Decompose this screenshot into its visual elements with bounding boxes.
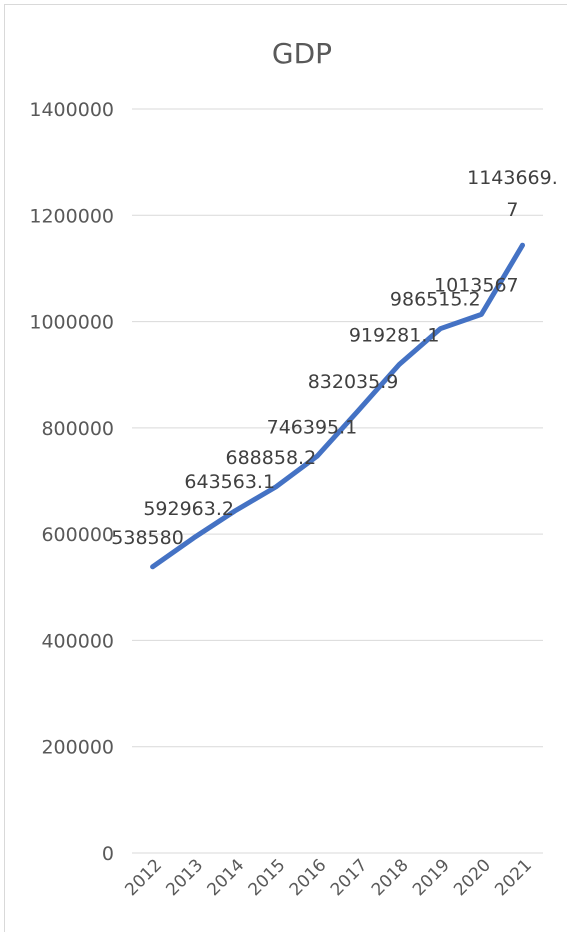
chart-title: GDP <box>272 37 332 70</box>
x-tick-label: 2013 <box>162 855 207 900</box>
series-line-gdp <box>150 242 525 570</box>
y-tick-label: 1400000 <box>29 99 114 121</box>
data-label: 538580 <box>111 527 184 549</box>
x-tick-label: 2019 <box>409 855 454 900</box>
y-tick-label: 0 <box>102 843 114 865</box>
data-label: 986515.2 <box>390 289 481 311</box>
data-label: 688858.2 <box>226 447 317 469</box>
x-tick-label: 2020 <box>450 855 495 900</box>
data-label: 919281.1 <box>349 324 440 346</box>
x-tick-label: 2014 <box>204 855 249 900</box>
y-axis-ticks: 0 200000 400000 600000 800000 1000000 1200000 1… <box>29 99 114 865</box>
x-tick-label: 2017 <box>327 855 372 900</box>
y-tick-label: 1200000 <box>29 205 114 227</box>
data-label: 832035.9 <box>308 371 399 393</box>
gridlines <box>132 108 543 854</box>
y-tick-label: 400000 <box>41 630 114 652</box>
series-layer <box>150 242 525 570</box>
x-tick-label: 2018 <box>368 855 413 900</box>
x-tick-label: 2016 <box>286 855 331 900</box>
y-tick-label: 1000000 <box>29 312 114 334</box>
data-label: 643563.1 <box>184 471 275 493</box>
chart-frame <box>4 4 567 932</box>
data-label: 1013567 <box>434 274 519 296</box>
y-tick-label: 600000 <box>41 524 114 546</box>
y-tick-label: 800000 <box>41 418 114 440</box>
x-tick-label: 2021 <box>491 855 536 900</box>
x-tick-label: 2012 <box>121 855 166 900</box>
data-label: 1143669. 7 <box>467 167 558 221</box>
x-tick-label: 2015 <box>245 855 290 900</box>
data-label: 592963.2 <box>143 498 234 520</box>
y-tick-label: 200000 <box>41 737 114 759</box>
data-label: 746395.1 <box>267 416 358 438</box>
